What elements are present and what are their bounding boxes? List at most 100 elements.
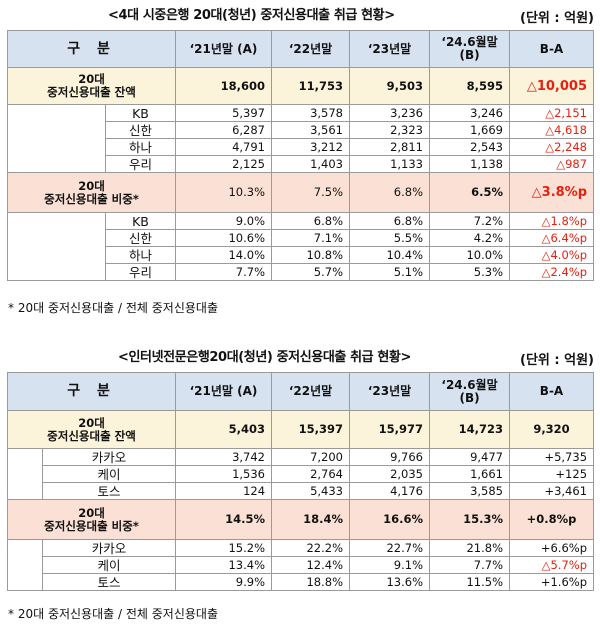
value-diff: △1.8%p <box>509 212 595 230</box>
table-title: <4대 시중은행 20대(청년) 중저신용대출 취급 현황> <box>108 8 395 23</box>
value-diff: +6.6%p <box>509 539 595 557</box>
value-diff: △4.0%p <box>509 246 595 264</box>
ratio-2023: 16.6% <box>349 499 431 540</box>
value-2023: 5.1% <box>349 263 431 281</box>
ratio-row: 20대 중저신용대출 비중* 14.5% 18.4% 16.6% 15.3% +… <box>6 499 595 540</box>
value-2024-6: 11.5% <box>429 573 511 591</box>
total-row: 20대 중저신용대출 잔액 5,403 15,397 15,977 14,723… <box>6 410 595 449</box>
value-2023: 2,811 <box>349 138 431 156</box>
header-2024-6: ‘24.6월말 (B) <box>429 372 511 411</box>
value-2023: 2,035 <box>349 465 431 483</box>
value-2024-6: 4.2% <box>429 229 511 247</box>
value-2021: 6,287 <box>175 121 273 139</box>
blank-cell <box>7 539 43 591</box>
value-2022: 7,200 <box>271 448 351 466</box>
value-2021: 3,742 <box>175 448 273 466</box>
footnote: * 20대 중저신용대출 / 전체 중저신용대출 <box>8 607 218 621</box>
bank-name: 우리 <box>104 263 177 281</box>
value-2022: 3,578 <box>271 104 351 122</box>
header-2021: ‘21년말 (A) <box>175 372 273 411</box>
total-label-line2: 중저신용대출 잔액 <box>47 428 136 443</box>
value-diff: +5,735 <box>509 448 595 466</box>
value-2024-6: 1,669 <box>429 121 511 139</box>
value-diff: △2,151 <box>509 104 595 122</box>
ratio-label: 20대 중저신용대출 비중* <box>6 172 177 213</box>
table-row: 카카오 15.2% 22.2% 22.7% 21.8% +6.6%p <box>7 539 595 591</box>
value-2022: 5.7% <box>271 263 351 281</box>
total-label: 20대 중저신용대출 잔액 <box>6 67 177 105</box>
header-row: 구 분 ‘21년말 (A) ‘22년말 ‘23년말 ‘24.6월말 (B) B-… <box>6 30 595 68</box>
value-2021: 13.4% <box>175 556 273 574</box>
value-2022: 1,403 <box>271 155 351 173</box>
total-diff: 9,320 <box>509 410 595 449</box>
total-2022: 11,753 <box>271 67 351 105</box>
header-diff: B-A <box>509 372 595 411</box>
bank-name: KB <box>104 212 177 230</box>
table-row: 하나 14.0% 10.8% 10.4% 10.0% △4.0%p <box>8 246 595 264</box>
value-2024-6: 1,138 <box>429 155 511 173</box>
ratio-label-line1: 20대 <box>78 178 105 193</box>
value-2024-6: 10.0% <box>429 246 511 264</box>
total-label: 20대 중저신용대출 잔액 <box>6 410 177 449</box>
value-2023: 6.8% <box>349 212 431 230</box>
value-2023: 13.6% <box>349 573 431 591</box>
header-2021: ‘21년말 (A) <box>175 30 273 68</box>
value-2022: 10.8% <box>271 246 351 264</box>
value-2024-6: 7.7% <box>429 556 511 574</box>
value-diff: △2,248 <box>509 138 595 156</box>
header-2022: ‘22년말 <box>271 30 351 68</box>
total-row: 20대 중저신용대출 잔액 18,600 11,753 9,503 8,595 … <box>6 67 595 105</box>
value-2024-6: 3,246 <box>429 104 511 122</box>
header-category: 구 분 <box>6 372 177 411</box>
ratio-2021: 10.3% <box>175 172 273 213</box>
value-2022: 7.1% <box>271 229 351 247</box>
bank-name: 토스 <box>41 482 177 500</box>
total-2021: 18,600 <box>175 67 273 105</box>
value-diff: +1.6%p <box>509 573 595 591</box>
table-row: 케이 13.4% 12.4% 9.1% 7.7% △5.7%p <box>8 556 595 574</box>
table-row: 신한 6,287 3,561 2,323 1,669 △4,618 <box>8 121 595 139</box>
value-2021: 9.9% <box>175 573 273 591</box>
value-2021: 2,125 <box>175 155 273 173</box>
ratio-label-line2: 중저신용대출 비중* <box>44 518 139 533</box>
value-2021: 124 <box>175 482 273 500</box>
ratio-label: 20대 중저신용대출 비중* <box>6 499 177 540</box>
blank-cell <box>7 104 106 173</box>
blank-cell <box>7 212 106 281</box>
value-2022: 22.2% <box>271 539 351 557</box>
value-2024-6: 7.2% <box>429 212 511 230</box>
value-2024-6: 3,585 <box>429 482 511 500</box>
ratio-diff: △3.8%p <box>509 172 595 213</box>
value-2021: 14.0% <box>175 246 273 264</box>
value-2021: 9.0% <box>175 212 273 230</box>
blank-cell <box>7 448 43 500</box>
value-2023: 5.5% <box>349 229 431 247</box>
bank-name: KB <box>104 104 177 122</box>
value-2024-6: 9,477 <box>429 448 511 466</box>
value-2024-6: 21.8% <box>429 539 511 557</box>
value-2023: 9.1% <box>349 556 431 574</box>
value-2023: 3,236 <box>349 104 431 122</box>
total-2021: 5,403 <box>175 410 273 449</box>
value-2022: 12.4% <box>271 556 351 574</box>
value-2022: 18.8% <box>271 573 351 591</box>
value-2021: 1,536 <box>175 465 273 483</box>
header-2023: ‘23년말 <box>349 372 431 411</box>
total-label-line1: 20대 <box>78 72 105 86</box>
ratio-diff: +0.8%p <box>509 499 595 540</box>
commercial-banks-table: 구 분 ‘21년말 (A) ‘22년말 ‘23년말 ‘24.6월말 (B) B-… <box>6 30 595 281</box>
value-2021: 10.6% <box>175 229 273 247</box>
header-row: 구 분 ‘21년말 (A) ‘22년말 ‘23년말 ‘24.6월말 (B) B-… <box>6 372 595 411</box>
value-2022: 2,764 <box>271 465 351 483</box>
bank-name: 케이 <box>41 465 177 483</box>
value-diff: △987 <box>509 155 595 173</box>
ratio-2021: 14.5% <box>175 499 273 540</box>
value-2022: 3,212 <box>271 138 351 156</box>
header-2022: ‘22년말 <box>271 372 351 411</box>
ratio-2024-6: 15.3% <box>429 499 511 540</box>
total-diff: △10,005 <box>509 67 595 105</box>
footnote: * 20대 중저신용대출 / 전체 중저신용대출 <box>8 301 218 315</box>
ratio-2023: 6.8% <box>349 172 431 213</box>
bank-name: 신한 <box>104 121 177 139</box>
value-2023: 4,176 <box>349 482 431 500</box>
